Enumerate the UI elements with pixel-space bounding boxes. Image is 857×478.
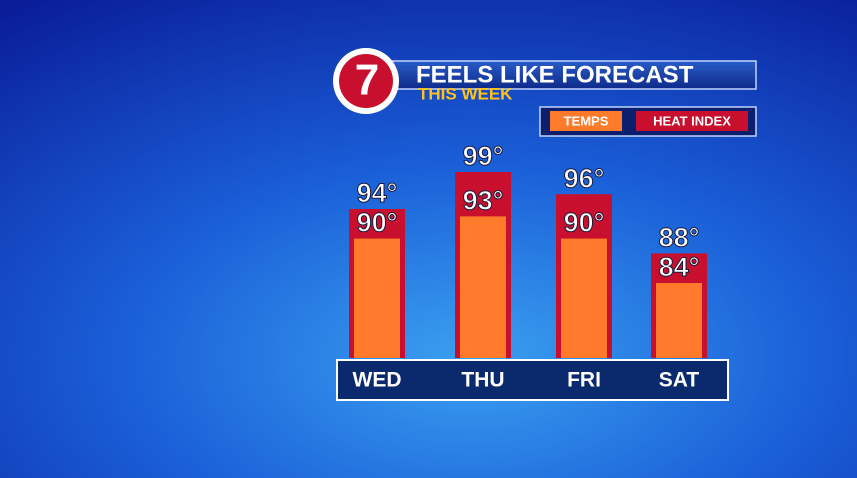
legend-swatch	[550, 111, 622, 131]
logo-text: 7	[355, 56, 379, 105]
heat-index-label: 88°	[659, 223, 700, 253]
temp-bar	[460, 216, 506, 358]
logo-disc	[339, 54, 393, 108]
heat-index-label: 96°	[564, 163, 605, 193]
heat-index-label: 94°	[357, 178, 398, 208]
legend-swatch	[636, 111, 748, 131]
x-tick-label: WED	[353, 369, 402, 392]
x-tick-label: THU	[461, 369, 504, 392]
legend-label: HEAT INDEX	[653, 113, 731, 128]
header: 7 FEELS LIKE FORECAST THIS WEEK	[333, 48, 757, 137]
temp-label: 84°	[659, 252, 700, 282]
temp-bar	[656, 283, 702, 358]
category-strip	[336, 359, 729, 401]
temp-label: 93°	[463, 186, 504, 216]
temp-label: 90°	[357, 208, 398, 238]
x-tick-label: SAT	[659, 369, 700, 392]
title-box	[391, 60, 757, 90]
temp-bar	[561, 238, 607, 358]
temp-label: 90°	[564, 208, 605, 238]
legend-label: TEMPS	[564, 113, 609, 128]
temp-bar	[354, 238, 400, 358]
chart-subtitle: THIS WEEK	[418, 84, 513, 103]
chart-title: FEELS LIKE FORECAST	[416, 61, 694, 88]
x-tick-label: FRI	[567, 369, 601, 392]
heat-index-label: 99°	[463, 141, 504, 171]
